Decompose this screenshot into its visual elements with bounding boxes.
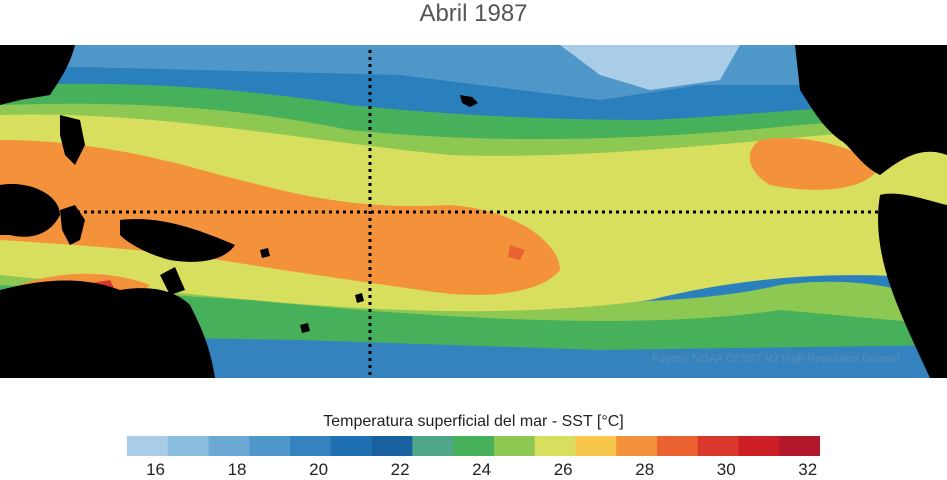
- north-pale-water: [560, 45, 740, 90]
- colorbar-tick-label: 20: [309, 460, 329, 479]
- colorbar-swatch: [208, 436, 250, 456]
- land-australia-cape: [160, 267, 185, 295]
- colorbar-swatch: [167, 436, 210, 456]
- colorbar-tick-label: 26: [553, 460, 573, 479]
- land-hawaii: [460, 95, 478, 107]
- colorbar-swatch: [697, 436, 739, 456]
- hot-spot: [508, 245, 525, 260]
- colorbar-label: Temperatura superficial del mar - SST [°…: [323, 413, 624, 430]
- colorbar-swatch: [534, 436, 576, 456]
- source-credit: Fuente: NOAA OI SST V2 High Resolution D…: [652, 353, 900, 365]
- warm-pool-west: [0, 140, 560, 295]
- light-green-south: [0, 260, 947, 325]
- colorbar-swatch: [371, 436, 413, 456]
- colorbar-tick-label: 18: [227, 460, 247, 479]
- land-south-america: [878, 193, 947, 378]
- colorbar-swatch: [738, 436, 780, 456]
- colorbar-tick-label: 22: [390, 460, 410, 479]
- land-islands-3: [355, 293, 364, 303]
- colorbar-tick-label: 24: [472, 460, 492, 479]
- land-central-america: [795, 45, 947, 175]
- colorbar: [127, 436, 820, 456]
- colorbar-swatch: [575, 436, 617, 456]
- colorbar-swatch: [656, 436, 699, 456]
- land-borneo-sumatra: [0, 184, 60, 237]
- warm-east: [749, 137, 880, 190]
- colorbar-tick-label: 30: [716, 460, 736, 479]
- land-islands-1: [300, 323, 310, 333]
- land-australia: [0, 280, 215, 378]
- land-islands-2: [260, 248, 270, 258]
- map-title: Abril 1987: [419, 0, 528, 27]
- colorbar-swatch: [412, 436, 454, 456]
- sst-map: Fuente: NOAA OI SST V2 High Resolution D…: [0, 45, 947, 378]
- land-sulawesi: [60, 205, 85, 245]
- land-asia-north: [0, 45, 75, 105]
- colorbar-swatch: [290, 436, 332, 456]
- colorbar-tick-label: 32: [798, 460, 818, 479]
- land-new-guinea: [120, 219, 235, 262]
- colorbar-ticks: 16 18 20 22 24 26 28 30 32: [0, 460, 947, 480]
- colorbar-swatch: [779, 436, 820, 456]
- colorbar-swatch: [453, 436, 495, 456]
- colorbar-swatch: [330, 436, 373, 456]
- colorbar-tick-label: 16: [146, 460, 165, 479]
- colorbar-swatch: [493, 436, 536, 456]
- land-philippines: [60, 115, 85, 165]
- colorbar-tick-label: 28: [635, 460, 655, 479]
- colorbar-swatch: [127, 436, 169, 456]
- colorbar-swatch: [249, 436, 291, 456]
- colorbar-swatch: [616, 436, 658, 456]
